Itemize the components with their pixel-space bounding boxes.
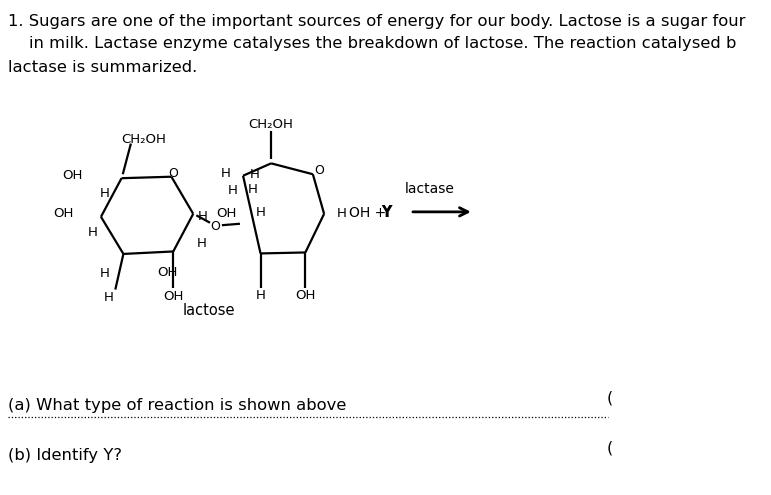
Text: H: H	[337, 207, 346, 220]
Text: OH: OH	[53, 207, 73, 220]
Text: Y: Y	[382, 205, 390, 220]
Text: CH₂OH: CH₂OH	[121, 133, 166, 146]
Text: H: H	[99, 187, 109, 199]
Text: H: H	[104, 292, 114, 304]
Text: lactose: lactose	[183, 303, 235, 318]
Text: (: (	[607, 391, 613, 406]
Text: O: O	[315, 164, 325, 177]
Text: O: O	[210, 220, 221, 233]
Text: lactase: lactase	[405, 182, 455, 196]
Text: H: H	[255, 289, 265, 302]
Text: OH: OH	[157, 266, 177, 279]
Text: H: H	[87, 226, 97, 239]
Text: OH +: OH +	[349, 206, 391, 220]
Text: H: H	[198, 210, 208, 223]
Text: lactase is summarized.: lactase is summarized.	[8, 60, 197, 75]
Text: in milk. Lactase enzyme catalyses the breakdown of lactose. The reaction catalys: in milk. Lactase enzyme catalyses the br…	[29, 36, 736, 50]
Text: H: H	[228, 184, 238, 197]
Text: H: H	[99, 267, 109, 280]
Text: H: H	[249, 168, 259, 181]
Text: (: (	[607, 441, 613, 455]
Text: (b) Identify Y?: (b) Identify Y?	[8, 448, 122, 463]
Text: H: H	[197, 237, 206, 250]
Text: H: H	[255, 206, 265, 219]
Text: 1. Sugars are one of the important sources of energy for our body. Lactose is a : 1. Sugars are one of the important sourc…	[8, 14, 746, 29]
Text: CH₂OH: CH₂OH	[249, 118, 294, 131]
Text: OH: OH	[295, 289, 315, 302]
Text: OH: OH	[62, 169, 83, 182]
Text: O: O	[168, 167, 178, 180]
Text: Y: Y	[382, 205, 392, 220]
Text: H: H	[221, 167, 231, 180]
Text: OH: OH	[163, 291, 183, 303]
Text: (a) What type of reaction is shown above: (a) What type of reaction is shown above	[8, 398, 346, 413]
Text: H: H	[247, 183, 258, 196]
Text: OH: OH	[217, 207, 237, 220]
